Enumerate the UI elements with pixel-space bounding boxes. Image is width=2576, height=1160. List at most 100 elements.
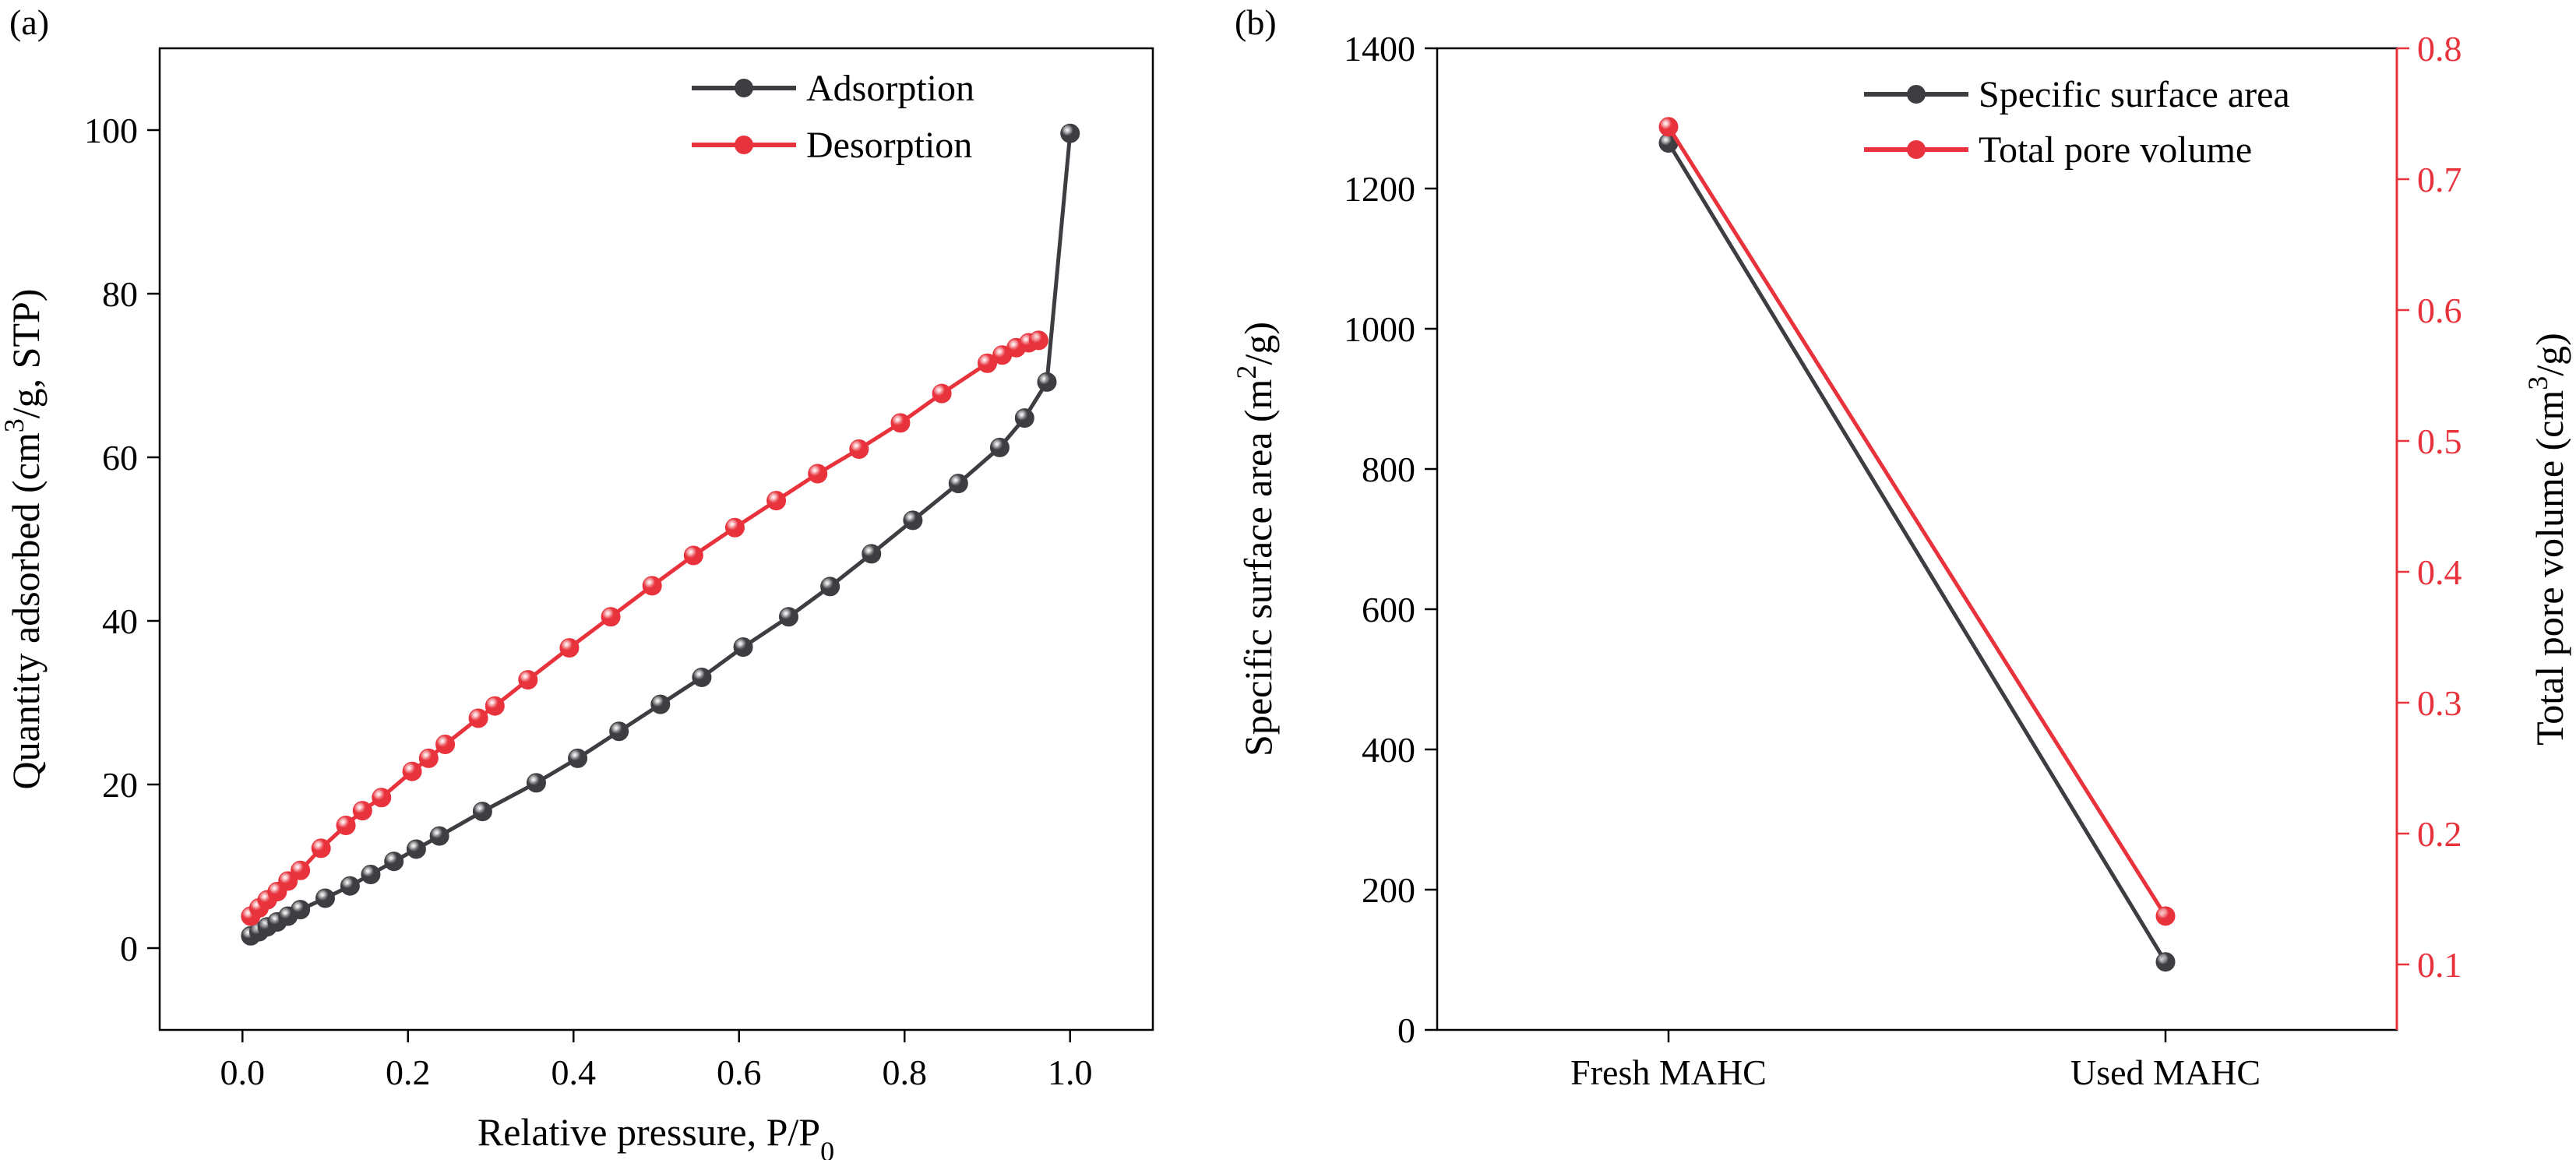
adsorption-point [779, 607, 798, 627]
x-axis-b: Fresh MAHC Used MAHC [1570, 1030, 2261, 1092]
adsorption-point [340, 876, 360, 896]
y-tick-right-label-b: 0.2 [2417, 814, 2462, 854]
y-tick-right-label-b: 0.5 [2417, 421, 2462, 461]
x-tick-label-a: 0.8 [883, 1052, 928, 1092]
desorption-point [278, 871, 298, 891]
legend-b: Specific surface area Total pore volume [1864, 74, 2290, 171]
y-tick-left-label-b: 400 [1362, 730, 1415, 770]
desorption-point [485, 696, 505, 716]
desorption-point [601, 607, 621, 627]
y-tick-left-label-b: 200 [1362, 870, 1415, 910]
y-tick-right-label-b: 0.7 [2417, 160, 2462, 199]
adsorption-point [568, 748, 588, 768]
adsorption-point [692, 667, 712, 687]
y-tick-right-label-b: 0.3 [2417, 683, 2462, 723]
adsorption-point [361, 865, 381, 884]
desorption-point [642, 576, 662, 596]
adsorption-point [989, 437, 1010, 457]
x-tick-label-b: Fresh MAHC [1570, 1052, 1767, 1092]
x-tick-label-a: 0.0 [220, 1052, 266, 1092]
adsorption-point [948, 474, 968, 494]
desorption-point [849, 439, 869, 459]
y-tick-label-a: 20 [102, 765, 138, 805]
panel-b: (b) Fresh MAHC Used MAHC 0 200 400 600 800 100… [1231, 2, 2571, 1092]
desorption-point [402, 761, 422, 781]
x-tick-label-b: Used MAHC [2070, 1052, 2261, 1092]
adsorption-point [526, 773, 546, 793]
adsorption-line [249, 132, 1073, 938]
desorption-point [311, 838, 331, 859]
plot-frame-a [158, 47, 1154, 1031]
y-axis-right-b: 0.1 0.2 0.3 0.4 0.5 0.6 0.7 0.8 [2397, 29, 2462, 985]
total-pore-volume-point [2155, 906, 2176, 926]
desorption-point [559, 638, 580, 658]
desorption-point [766, 491, 787, 511]
legend-label-desorption: Desorption [806, 125, 972, 166]
adsorption-point [429, 826, 449, 846]
y-tick-left-label-b: 1200 [1344, 169, 1415, 209]
legend-label-pore-volume: Total pore volume [1979, 129, 2252, 171]
x-tick-label-a: 0.6 [717, 1052, 762, 1092]
total-pore-volume-line [1666, 125, 2168, 918]
specific-surface-area-point [2155, 952, 2176, 972]
x-tick-label-a: 0.2 [386, 1052, 431, 1092]
panel-label-b: (b) [1235, 2, 1277, 42]
desorption-point [291, 860, 311, 880]
y-tick-left-label-b: 0 [1397, 1010, 1415, 1050]
y-tick-right-label-b: 0.6 [2417, 291, 2462, 330]
y-tick-label-a: 60 [102, 438, 138, 478]
adsorption-point [315, 888, 335, 908]
adsorption-point [1060, 123, 1080, 143]
x-tick-label-a: 0.4 [551, 1052, 597, 1092]
y-tick-label-a: 40 [102, 601, 138, 641]
desorption-point [435, 735, 456, 755]
desorption-line [249, 338, 1039, 918]
desorption-point [890, 413, 911, 433]
y-tick-left-label-b: 1400 [1344, 29, 1415, 69]
y-tick-right-label-b: 0.8 [2417, 29, 2462, 69]
legend-marker-adsorption [735, 79, 753, 97]
desorption-point [683, 545, 703, 566]
desorption-point [724, 517, 745, 538]
desorption-point [1028, 330, 1048, 351]
desorption-point [372, 788, 392, 808]
y-axis-label-a: Quantity adsorbed (cm3/g, STP) [0, 289, 48, 790]
y-axis-right-label-b: Total pore volume (cm3/g) [2522, 333, 2571, 746]
desorption-point [418, 748, 439, 768]
legend-marker-desorption [735, 136, 753, 154]
specific-surface-area-line [1666, 142, 2168, 963]
y-tick-label-a: 100 [84, 111, 138, 150]
adsorption-point [384, 851, 404, 872]
legend-label-adsorption: Adsorption [806, 68, 974, 109]
y-axis-left-b: 0 200 400 600 800 1000 1200 1400 [1344, 29, 1437, 1050]
legend-label-surface-area: Specific surface area [1979, 74, 2290, 115]
legend-marker-surface-area [1907, 85, 1926, 104]
adsorption-point [472, 802, 492, 822]
y-tick-label-a: 80 [102, 274, 138, 314]
desorption-point [808, 464, 828, 484]
x-axis-a: 0.0 0.2 0.4 0.6 0.8 1.0 [220, 1030, 1093, 1092]
panel-label-a: (a) [9, 2, 49, 42]
adsorption-point [820, 576, 840, 597]
y-axis-a: 0 20 40 60 80 100 [84, 111, 160, 968]
legend-marker-pore-volume [1907, 140, 1926, 159]
adsorption-point [650, 694, 671, 714]
adsorption-point [903, 510, 923, 531]
y-tick-left-label-b: 800 [1362, 450, 1415, 489]
panel-a: (a) 0.0 0.2 0.4 0.6 0.8 1.0 0 20 40 60 80 100 Rela… [0, 2, 1154, 1160]
adsorption-point [291, 900, 311, 920]
x-axis-label-a: Relative pressure, P/P0 [477, 1110, 834, 1160]
desorption-point [978, 353, 997, 373]
total-pore-volume-point [1658, 117, 1679, 137]
desorption-point [352, 801, 372, 821]
y-tick-right-label-b: 0.1 [2417, 945, 2462, 985]
legend-a: Adsorption Desorption [692, 68, 974, 166]
adsorption-point [609, 721, 629, 742]
y-tick-right-label-b: 0.4 [2417, 552, 2462, 592]
adsorption-point [862, 544, 882, 564]
y-tick-left-label-b: 1000 [1344, 309, 1415, 349]
y-tick-left-label-b: 600 [1362, 590, 1415, 629]
desorption-point [518, 670, 538, 690]
desorption-point [336, 816, 356, 835]
